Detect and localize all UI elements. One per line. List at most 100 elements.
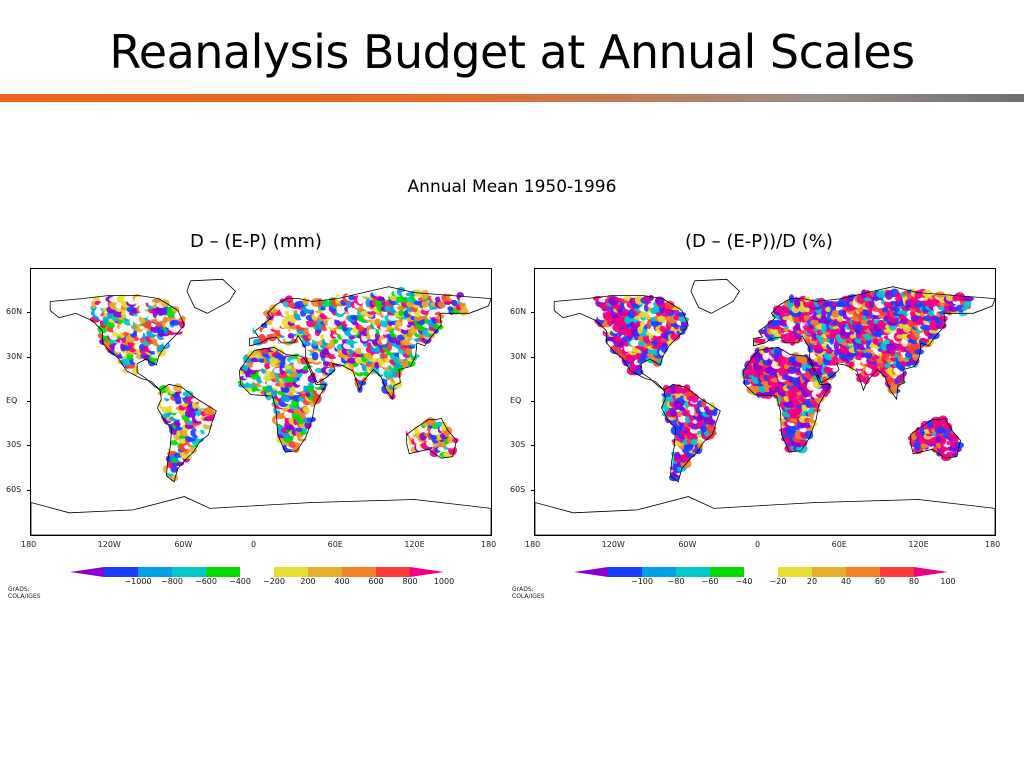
field-cell: [304, 421, 312, 430]
color-legend: −1000 −800 −600 −400 −200 200 400 600 800 1000: [50, 563, 470, 586]
lat-label: 30S: [6, 440, 22, 450]
field-cell: [433, 324, 444, 330]
field-cell: [447, 306, 454, 312]
legend-value: −20: [769, 577, 787, 586]
field-cell: [703, 406, 710, 412]
field-cell: [264, 361, 271, 370]
color-legend: −100 −80 −60 −40 −20 20 40 60 80 100: [554, 563, 974, 586]
field-cell: [676, 312, 687, 317]
field-cell: [182, 390, 194, 397]
field-cell: [377, 296, 387, 302]
legend-value: −400: [229, 577, 251, 586]
legend-value: −60: [701, 577, 719, 586]
lon-label: 0: [251, 540, 257, 549]
field-cell: [864, 351, 873, 360]
legend-swatch: [104, 567, 138, 577]
field-cell: [204, 429, 214, 435]
greenland-coastline: [690, 278, 740, 314]
field-cell: [258, 334, 266, 341]
legend-value: −800: [161, 577, 183, 586]
field-cell: [821, 322, 827, 331]
lat-tick: [27, 312, 31, 314]
field-cell: [357, 295, 365, 305]
lat-tick: [27, 401, 31, 402]
field-cell: [895, 292, 901, 298]
lon-label: 60E: [831, 540, 847, 549]
field-cell: [961, 306, 968, 311]
field-cell: [869, 298, 875, 308]
field-cell: [288, 417, 295, 425]
field-cell: [114, 343, 122, 353]
legend-swatch: [138, 567, 172, 577]
field-cell: [938, 415, 948, 425]
field-cell: [402, 325, 409, 331]
field-cell: [831, 355, 840, 366]
field-cell: [862, 374, 870, 385]
africa-coastline: [238, 346, 327, 453]
field-cell: [169, 319, 181, 326]
legend-value: 60: [874, 577, 886, 586]
field-cell: [883, 363, 893, 368]
field-cell: [162, 316, 168, 324]
field-cell: [679, 407, 686, 412]
field-cell: [459, 296, 470, 304]
field-cell: [274, 353, 284, 359]
field-cell: [763, 347, 770, 354]
title-divider: [0, 94, 1024, 102]
field-cell: [940, 323, 947, 329]
field-cell: [170, 440, 179, 446]
slide-title: Reanalysis Budget at Annual Scales: [109, 25, 915, 79]
field-cell: [951, 451, 958, 458]
field-cell: [914, 348, 924, 355]
field-cell: [269, 357, 279, 365]
legend-value: 1000: [433, 577, 455, 586]
field-blobs: [592, 288, 974, 482]
legend-value: −100: [631, 577, 653, 586]
left-panel-title: D – (E-P) (mm): [190, 231, 322, 252]
lon-label: 0: [755, 540, 761, 549]
field-cell: [701, 398, 707, 408]
field-cell: [782, 316, 790, 321]
right-map-frame: [534, 268, 996, 536]
lat-label: 60S: [510, 484, 526, 494]
field-cell: [318, 363, 324, 369]
field-cell: [865, 300, 871, 309]
field-cell: [430, 427, 440, 436]
field-cell: [803, 422, 811, 429]
field-cell: [163, 340, 168, 347]
lat-label: EQ: [510, 396, 522, 405]
legend-value: 40: [840, 577, 852, 586]
field-cell: [905, 351, 913, 358]
field-cell: [288, 310, 294, 316]
field-cell: [126, 353, 134, 360]
lat-tick: [531, 356, 535, 358]
field-cell: [270, 345, 278, 352]
field-cell: [647, 303, 655, 308]
field-cell: [648, 294, 654, 301]
lon-label: 120W: [97, 540, 121, 549]
field-cell: [712, 407, 718, 417]
grads-credit: GrADS: COLA/IGES: [512, 586, 545, 600]
field-cell: [920, 324, 931, 331]
greenland-coastline: [186, 278, 236, 314]
lat-label: 30N: [510, 351, 527, 361]
field-cell: [635, 363, 643, 371]
field-cell: [943, 422, 953, 431]
lat-label: 30S: [510, 440, 526, 450]
field-cell: [151, 298, 162, 303]
legend-arrow-high: [410, 567, 444, 577]
left-map-plot: [31, 278, 491, 535]
field-cell: [861, 325, 868, 331]
field-cell: [630, 339, 640, 347]
field-cell: [800, 356, 809, 365]
legend-swatch: [676, 567, 710, 577]
australia-coastline: [406, 417, 457, 459]
lat-tick: [27, 445, 31, 447]
field-cell: [421, 300, 431, 308]
field-cell: [786, 408, 796, 415]
lon-label: 180: [985, 540, 1001, 549]
legend-swatch: [274, 567, 308, 577]
lon-label: 120E: [908, 540, 929, 549]
lon-label: 60W: [174, 540, 193, 549]
slide-subtitle: Annual Mean 1950-1996: [407, 177, 617, 197]
